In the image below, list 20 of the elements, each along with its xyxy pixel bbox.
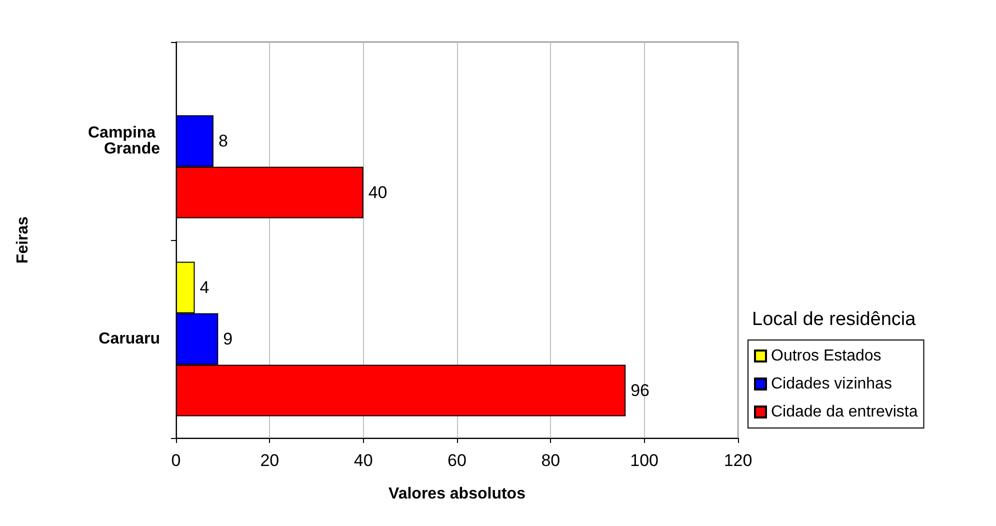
legend-label: Cidades vizinhas — [771, 376, 892, 392]
x-tick-label: 120 — [724, 451, 752, 470]
data-label: 9 — [223, 330, 233, 348]
data-label: 8 — [218, 132, 228, 150]
y-tick-label: Campina Grande — [88, 124, 160, 158]
data-label: 40 — [368, 182, 388, 202]
y-axis-title: Feiras — [14, 216, 32, 264]
x-tick-label: 100 — [630, 451, 659, 470]
legend-label: Outros Estados — [771, 348, 882, 364]
x-tick-label: 20 — [260, 451, 280, 470]
x-tick-label: 40 — [354, 451, 373, 470]
x-tick-label: 0 — [171, 451, 181, 470]
data-label: 96 — [630, 380, 650, 400]
data-label: 4 — [200, 278, 210, 298]
x-axis-title: Valores absolutos — [388, 486, 526, 502]
legend-label: Cidade da entrevista — [771, 404, 918, 420]
x-tick-label: 60 — [448, 451, 466, 470]
x-tick-label: 80 — [541, 451, 560, 470]
y-tick-label: Caruaru — [98, 330, 160, 348]
legend-title: Local de residência — [752, 309, 916, 330]
